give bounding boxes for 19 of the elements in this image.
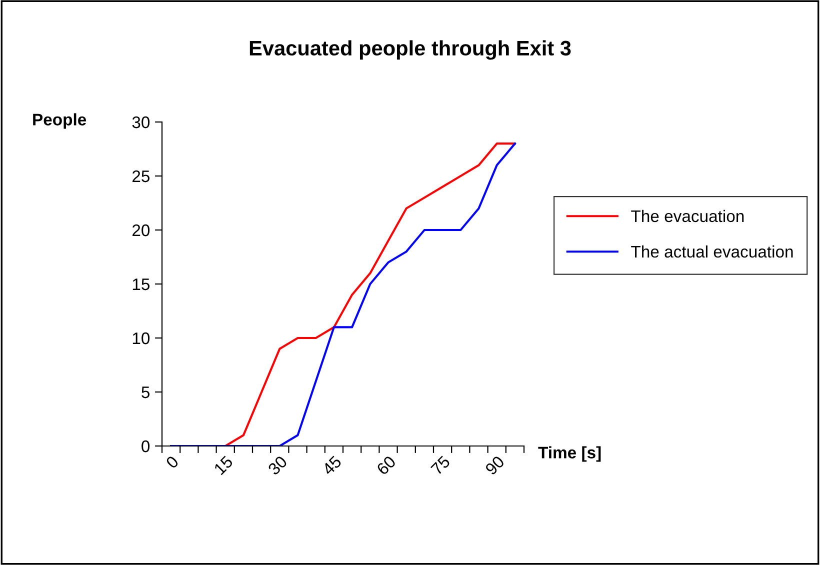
y-tick-label: 5: [142, 386, 150, 398]
y-tick-label: 25: [132, 170, 150, 182]
x-tick-label: 0: [165, 455, 180, 470]
y-tick-label: 10: [132, 332, 150, 344]
x-tick-label: 45: [322, 455, 342, 476]
x-tick-label: 15: [214, 455, 234, 476]
y-tick-label: 20: [132, 224, 150, 236]
y-tick-label: 0: [142, 440, 150, 452]
legend-label: The evacuation: [631, 210, 744, 222]
legend-label: The actual evacuation: [631, 245, 793, 258]
chart-title: Evacuated people through Exit 3: [250, 40, 571, 60]
x-axis-title: Time [s]: [538, 446, 601, 462]
y-tick-label: 15: [132, 278, 150, 290]
x-tick-label: 90: [484, 455, 506, 476]
x-tick-label: 60: [376, 455, 396, 476]
x-tick-label: 75: [430, 455, 451, 476]
y-tick-label: 30: [132, 116, 150, 128]
y-axis-title: People: [33, 113, 86, 129]
x-tick-label: 30: [267, 455, 288, 476]
